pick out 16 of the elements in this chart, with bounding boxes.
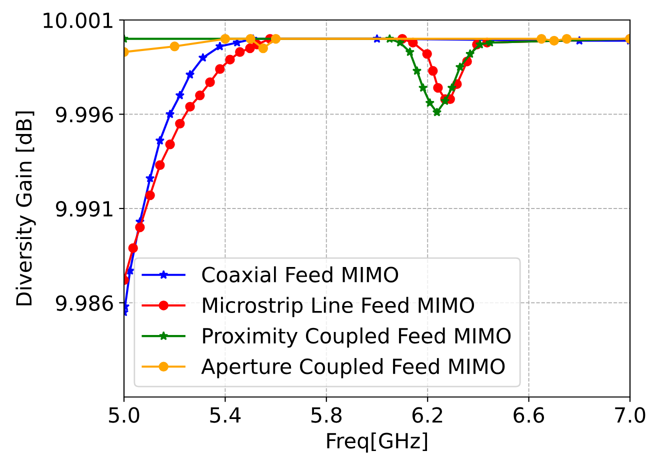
x-tick-label: 5.4 [210, 407, 241, 423]
legend-label: Coaxial Feed MIMO [202, 266, 398, 282]
x-axis-title: Freq[GHz] [327, 432, 428, 453]
y-tick-label: 9.996 [56, 106, 113, 122]
x-tick-label: 6.2 [412, 407, 442, 423]
legend-label: Aperture Coupled Feed MIMO [201, 358, 505, 378]
legend-label: Proximity Coupled Feed MIMO [203, 328, 511, 348]
x-tick-label: 6.6 [514, 407, 544, 423]
x-tick-label: 5.0 [109, 407, 140, 423]
y-axis-title: Diversity Gain [dB] [16, 111, 36, 306]
x-tick-label: 7.0 [615, 407, 646, 423]
legend-label: Microstrip Line Feed MIMO [203, 296, 474, 318]
y-tick-label: 9.986 [56, 295, 113, 311]
x-tick-label: 5.8 [311, 407, 342, 423]
y-tick-label: 9.991 [56, 200, 112, 217]
y-tick-label: 10.001 [44, 12, 112, 28]
